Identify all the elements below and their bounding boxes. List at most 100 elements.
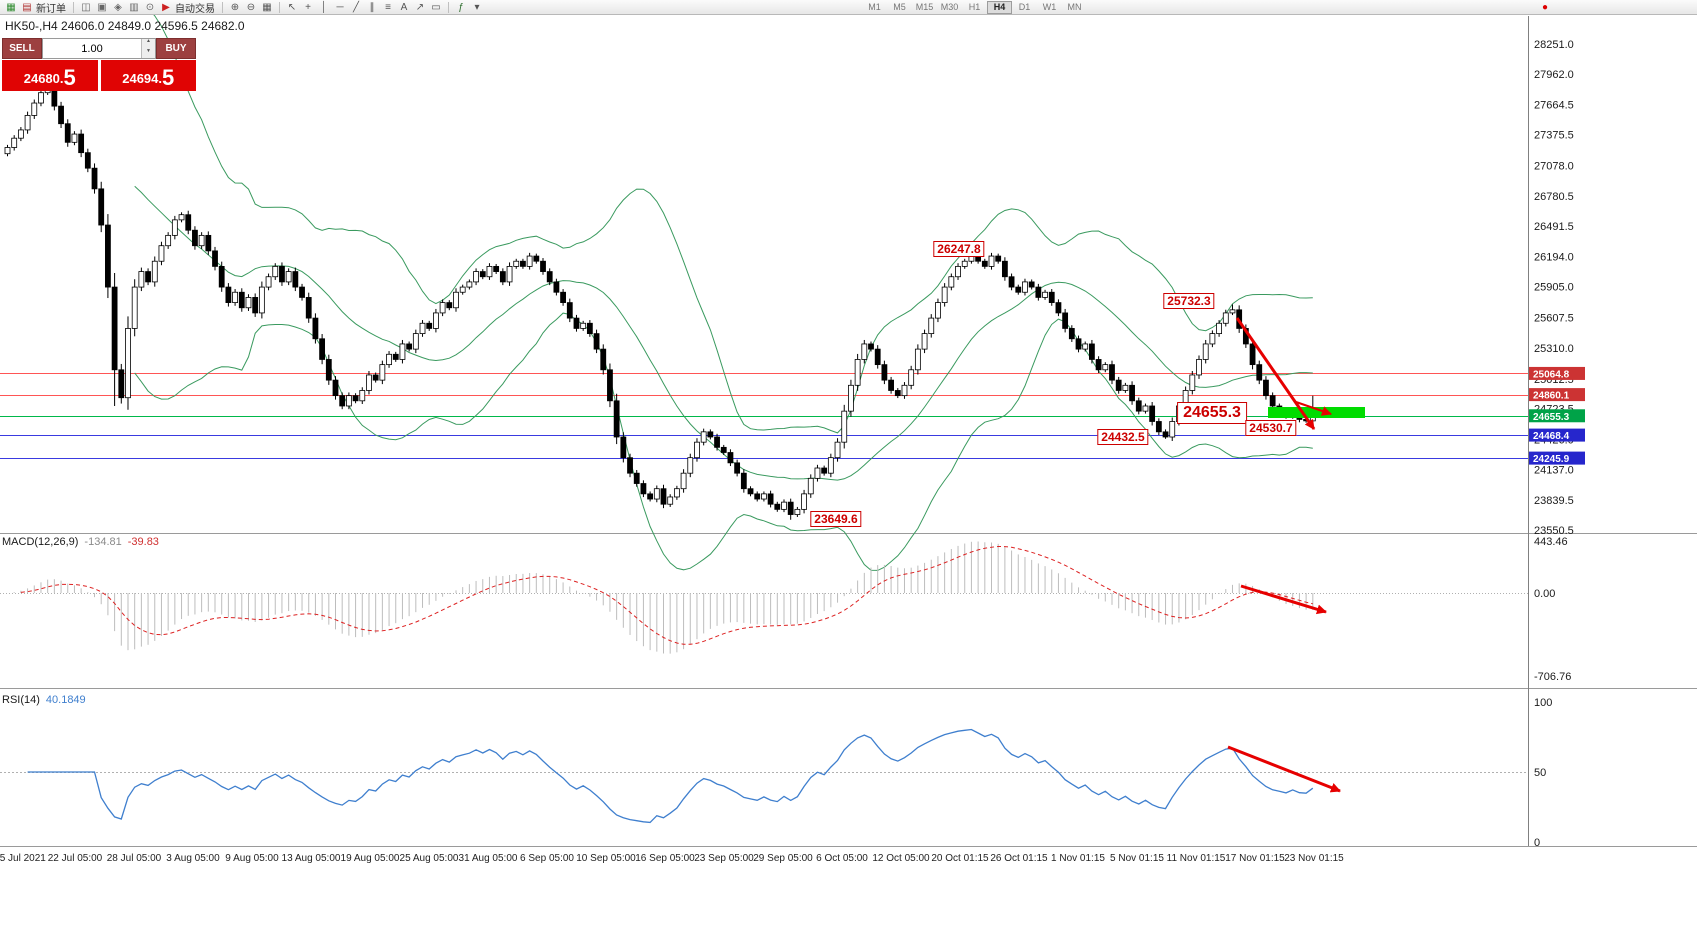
svg-text:24137.0: 24137.0: [1534, 464, 1574, 476]
bollinger-upper-band: [134, 0, 1313, 434]
horizontal-line-icon[interactable]: ─: [336, 1, 344, 13]
toolbar-separator: [279, 1, 280, 13]
tile-windows-icon[interactable]: ▦: [262, 1, 272, 13]
arrow-object-icon[interactable]: ↗: [415, 1, 425, 13]
autotrading-icon[interactable]: ▶: [162, 1, 170, 13]
macd-signal-value: -39.83: [127, 536, 159, 548]
fibonacci-icon[interactable]: ≡: [385, 1, 391, 13]
buy-button[interactable]: BUY: [156, 38, 196, 59]
order-buttons-row: SELL ▲ ▼ BUY: [2, 38, 196, 59]
price-callout[interactable]: 24655.3: [1177, 402, 1247, 424]
trend-arrow-4[interactable]: [1227, 745, 1341, 793]
crosshair-icon[interactable]: +: [305, 1, 311, 13]
svg-text:0: 0: [1534, 837, 1540, 849]
price-callout[interactable]: 24530.7: [1245, 420, 1297, 436]
timeframe-button-M5[interactable]: M5: [893, 2, 906, 12]
zoom-out-icon[interactable]: ⊖: [246, 1, 256, 13]
price-callout[interactable]: 24432.5: [1097, 429, 1149, 445]
svg-text:26194.0: 26194.0: [1534, 252, 1574, 264]
timeframe-button-D1[interactable]: D1: [1018, 2, 1031, 12]
svg-text:26 Oct 01:15: 26 Oct 01:15: [990, 853, 1048, 864]
svg-text:23 Sep 05:00: 23 Sep 05:00: [694, 853, 754, 864]
timeframe-button-W1[interactable]: W1: [1042, 2, 1057, 12]
volume-up-icon[interactable]: ▲: [142, 39, 155, 49]
timeframe-button-M15[interactable]: M15: [915, 2, 934, 12]
timeframe-button-M1[interactable]: M1: [868, 2, 881, 12]
new-order-icon[interactable]: ▤: [22, 1, 32, 13]
svg-text:27375.5: 27375.5: [1534, 130, 1574, 142]
svg-text:25064.8: 25064.8: [1533, 369, 1570, 380]
svg-text:27962.0: 27962.0: [1534, 69, 1574, 81]
volume-down-icon[interactable]: ▼: [142, 48, 155, 58]
sell-button[interactable]: SELL: [2, 38, 42, 59]
svg-text:9 Aug 05:00: 9 Aug 05:00: [225, 853, 279, 864]
timeframe-button-H4[interactable]: H4: [987, 1, 1012, 14]
new-order-button-label[interactable]: 新订单: [36, 3, 66, 15]
timeframe-button-H1[interactable]: H1: [968, 2, 981, 12]
zoom-in-icon[interactable]: ⊕: [230, 1, 240, 13]
svg-text:100: 100: [1534, 697, 1552, 709]
macd-name: MACD(12,26,9): [2, 536, 79, 548]
svg-text:-706.76: -706.76: [1534, 671, 1571, 683]
svg-text:26491.5: 26491.5: [1534, 221, 1574, 233]
price-axis[interactable]: 28251.0 27962.0 27664.5 27375.5 27078.0 26780…: [1529, 39, 1585, 849]
vertical-line-icon[interactable]: │: [320, 1, 328, 13]
main-toolbar: ▦ ▤ 新订单 ◫ ▣ ◈ ▥ ⊙ ▶ 自动交易 ⊕ ⊖ ▦ ↖ + │ ─ ╱ ∥ ≡ A ↗ ▭ ƒ ▾ M1 M5 M15 M30…: [0, 0, 1697, 15]
periods-menu-icon[interactable]: ▾: [474, 1, 480, 13]
buy-price-small: 24694.: [122, 71, 162, 86]
volume-input[interactable]: [43, 39, 141, 58]
toolbar-separator: [448, 1, 449, 13]
volume-field[interactable]: ▲ ▼: [42, 38, 156, 59]
svg-text:27078.0: 27078.0: [1534, 160, 1574, 172]
indicators-icon[interactable]: ƒ: [458, 1, 464, 13]
trend-arrow-1[interactable]: [1235, 317, 1316, 430]
order-prices-row: 24680. 5 24694. 5: [2, 60, 196, 91]
svg-text:28251.0: 28251.0: [1534, 39, 1574, 51]
trend-arrow-3[interactable]: [1240, 584, 1327, 615]
channel-icon[interactable]: ∥: [369, 1, 375, 13]
svg-text:22 Jul 05:00: 22 Jul 05:00: [48, 853, 103, 864]
sell-price-box[interactable]: 24680. 5: [2, 60, 98, 91]
trendline-icon[interactable]: ╱: [352, 1, 360, 13]
svg-text:16 Sep 05:00: 16 Sep 05:00: [635, 853, 695, 864]
one-click-trading-panel: SELL ▲ ▼ BUY 24680.5 24694.5: [2, 38, 196, 91]
strategy-tester-icon[interactable]: ⊙: [145, 1, 155, 13]
text-label-icon[interactable]: A: [400, 1, 408, 13]
sell-price-big: 5: [63, 65, 76, 90]
trend-arrow-2[interactable]: [1295, 401, 1332, 416]
volume-stepper[interactable]: ▲ ▼: [141, 39, 155, 58]
price-callout[interactable]: 26247.8: [933, 241, 985, 257]
data-window-icon[interactable]: ▣: [97, 1, 107, 13]
timeframe-group: M1 M5 M15 M30 H1 H4 D1 W1 MN: [862, 1, 1087, 14]
price-callout[interactable]: 25732.3: [1163, 293, 1215, 309]
timeframe-button-MN[interactable]: MN: [1067, 2, 1082, 12]
panel-separators: [0, 16, 1697, 847]
timeframe-button-M30[interactable]: M30: [940, 2, 959, 12]
autotrading-button-label[interactable]: 自动交易: [175, 3, 215, 15]
alert-icon[interactable]: ●: [1541, 2, 1549, 13]
svg-text:13 Aug 05:00: 13 Aug 05:00: [282, 853, 341, 864]
cursor-icon[interactable]: ↖: [287, 1, 297, 13]
svg-text:10 Sep 05:00: 10 Sep 05:00: [576, 853, 636, 864]
rsi-value: 40.1849: [45, 694, 86, 706]
svg-text:19 Aug 05:00: 19 Aug 05:00: [341, 853, 400, 864]
svg-text:1 Nov 01:15: 1 Nov 01:15: [1051, 853, 1105, 864]
svg-text:23 Nov 01:15: 23 Nov 01:15: [1284, 853, 1344, 864]
new-chart-icon[interactable]: ▦: [6, 1, 16, 13]
svg-text:23550.5: 23550.5: [1534, 525, 1574, 537]
shapes-icon[interactable]: ▭: [431, 1, 441, 13]
terminal-icon[interactable]: ▥: [129, 1, 139, 13]
market-watch-icon[interactable]: ◫: [81, 1, 91, 13]
price-callout[interactable]: 23649.6: [810, 511, 862, 527]
support-zone-highlight[interactable]: [1268, 407, 1365, 418]
svg-text:50: 50: [1534, 767, 1546, 779]
svg-text:3 Aug 05:00: 3 Aug 05:00: [166, 853, 220, 864]
rsi-line: [27, 728, 1314, 824]
macd-signal-line: [20, 545, 1313, 645]
sell-price-small: 24680.: [23, 71, 64, 86]
navigator-icon[interactable]: ◈: [114, 1, 122, 13]
buy-price-box[interactable]: 24694. 5: [100, 60, 196, 91]
buy-price-big: 5: [162, 65, 175, 90]
svg-text:11 Nov 01:15: 11 Nov 01:15: [1167, 853, 1226, 864]
